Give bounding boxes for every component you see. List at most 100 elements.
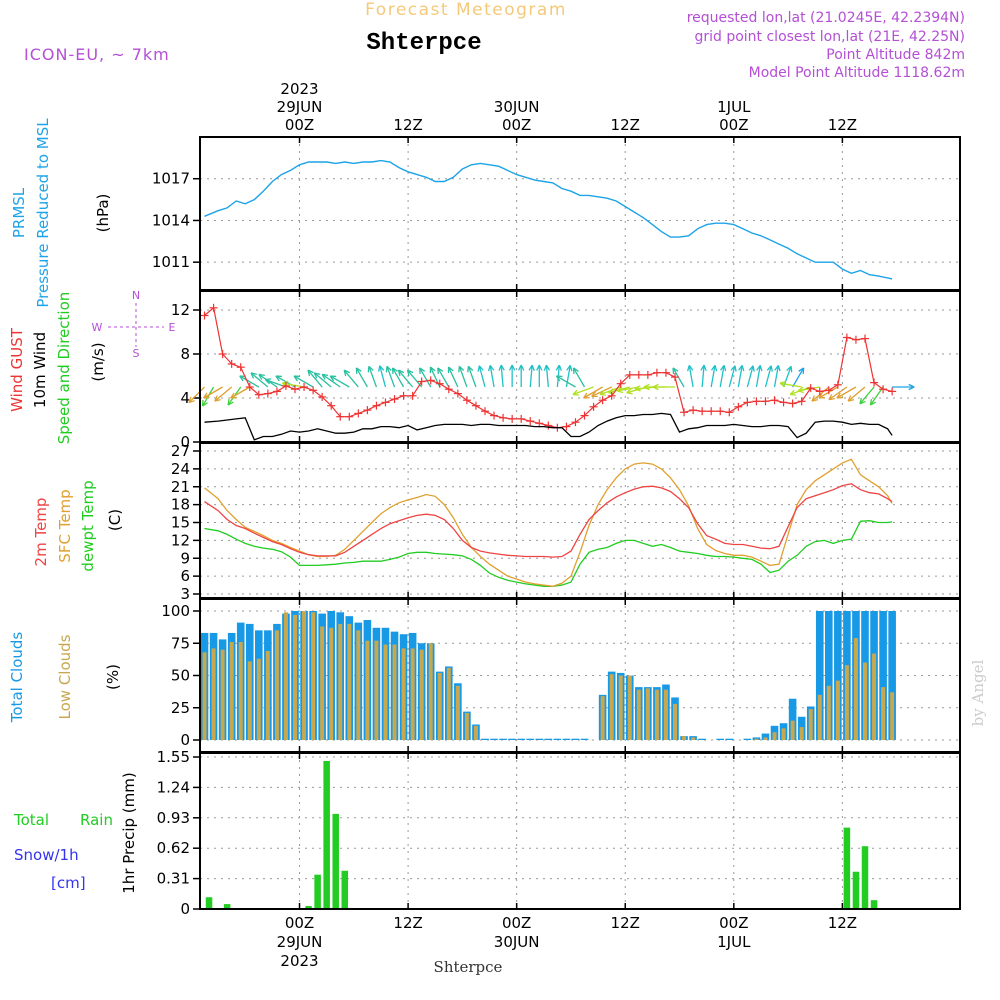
y-tick-label: 50 [171,667,190,685]
bottom-time-label: 12Z [393,914,422,932]
compass-w: W [92,321,103,334]
wind-arrow-shaft [737,365,743,388]
compass-s: S [133,347,140,360]
gust-marker [743,398,752,407]
wind-arrow-shaft [797,386,820,392]
wind-arrow-shaft [755,365,761,388]
y-tick-label: 1.55 [157,748,190,766]
total-cloud-bar [535,738,544,740]
gust-marker [698,407,707,416]
top-time-label: 12Z [611,116,640,134]
gust-marker [236,363,245,372]
low-cloud-bar [808,709,813,740]
wind-arrow [467,365,477,388]
y-tick-label: 1.24 [157,778,190,796]
wind-arrow-head [566,364,571,371]
gust-marker [227,359,236,368]
wind-arrow-shaft [467,366,477,388]
wind-arrow [517,364,525,387]
y-tick-label: 4 [180,389,190,407]
wind-arrow [355,367,368,388]
wind-arrow-head [790,366,793,373]
wind-arrow-head [573,367,579,372]
wind-arrow [572,386,594,396]
low-cloud-bar [283,612,288,740]
top-time-label: 30JUN [494,98,540,116]
wind-arrow [892,383,915,391]
wind-arrow-head [748,365,754,371]
station-title: Shterpce [366,30,481,57]
wind-arrow-shaft [719,365,725,388]
wind-arrow [307,369,323,388]
gust-marker [471,401,480,410]
y-tick-label: 15 [171,514,190,532]
wind-arrow [343,369,359,388]
bottom-station-label: Shterpce [434,958,503,976]
gust-marker [508,414,517,423]
gust-marker [490,411,499,420]
wind-arrow-head [700,364,705,371]
gust-marker [481,407,489,416]
wind-arrow-shaft [572,367,586,388]
wind-arrow [201,386,215,407]
wind-arrow [437,367,450,388]
gust-marker [888,387,897,396]
wind-arrow [847,386,866,402]
low-cloud-bar [464,712,469,740]
wind-arrow-shaft [397,369,414,388]
wind-arrow-head [752,365,755,372]
wind-arrow-head [836,392,841,399]
wind-arrow-head [258,373,265,376]
wind-arrow-head [555,375,561,382]
gust-marker [263,389,272,398]
gust-marker [363,406,372,415]
rain-bar [861,846,869,909]
wind-arrow-head [643,386,650,391]
low-cloud-bar [691,737,696,740]
wind-arrow-head [545,364,551,371]
wind-arrow-head [626,388,632,394]
wind-arrow-head [811,399,818,402]
wind-arrow-head [378,365,381,372]
wind-arrow-head [406,369,410,377]
wind-arrow-head [500,364,505,371]
low-cloud-bar [401,648,406,740]
wind-arrow-shaft [188,386,205,404]
p4-label-a: Total Clouds [8,632,26,724]
low-cloud-bar [365,640,370,740]
panel-1: 1011 1014 1017 [152,137,960,290]
wind-arrow [321,373,341,388]
wind-arrow-shaft [313,372,332,388]
wind-arrow-head [591,391,597,397]
gust-marker [435,379,444,388]
wind-arrow-head [250,372,257,375]
p3-label-a: 2m Temp [32,498,50,567]
low-cloud-bar [338,623,343,740]
low-cloud-bar [211,648,216,740]
wind-arrow-head [282,380,289,384]
rain-bar [305,906,312,909]
wind-arrow-head [652,383,659,388]
wind-arrow-head [293,375,298,382]
low-cloud-bar [356,630,361,740]
total-cloud-bar [508,738,516,740]
wind-arrow-head [343,369,347,377]
wind-arrow-head [227,398,230,406]
wind-arrow-head [798,367,804,372]
rain-bar [843,827,851,909]
wind-arrow [687,364,694,388]
low-cloud-bar [302,611,307,740]
gust-marker [607,391,616,400]
p2-label-c: Speed and Direction [55,292,73,445]
gust-marker [272,387,281,396]
wind-arrow-head [741,365,745,372]
wind-arrow-head [714,365,718,372]
low-cloud-bar [293,614,297,740]
wind-arrow [616,386,639,394]
wind-arrow-head [908,383,915,388]
y-tick-label: 0.62 [157,839,190,857]
wind-arrow-shaft [859,386,875,405]
wind-arrow-head [368,365,374,371]
wind-arrow [385,365,396,388]
y-tick-label: 1011 [152,253,190,271]
